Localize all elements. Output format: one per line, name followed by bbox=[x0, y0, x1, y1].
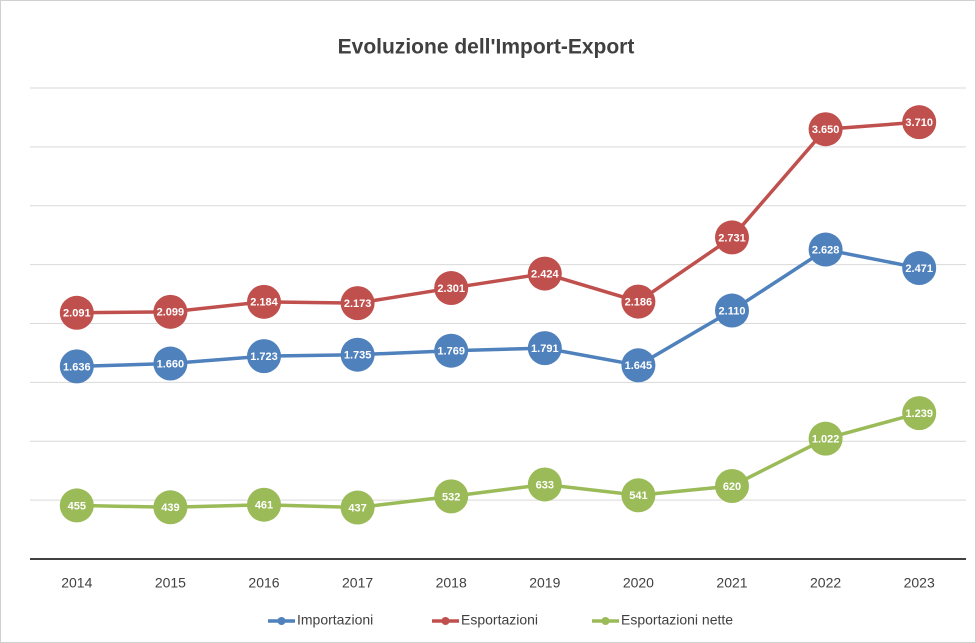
data-label: 1.660 bbox=[157, 358, 185, 370]
data-point bbox=[247, 487, 281, 522]
x-tick-label: 2022 bbox=[810, 575, 841, 591]
data-point bbox=[340, 286, 375, 321]
x-tick-label: 2015 bbox=[155, 575, 186, 591]
data-point bbox=[434, 333, 469, 368]
data-point bbox=[902, 105, 937, 140]
data-label: 1.791 bbox=[531, 343, 559, 355]
data-point bbox=[902, 251, 937, 286]
data-point bbox=[434, 479, 469, 514]
legend-marker bbox=[277, 617, 286, 625]
data-label: 2.471 bbox=[905, 263, 933, 275]
data-point bbox=[59, 349, 94, 384]
data-point bbox=[527, 256, 562, 291]
data-label: 461 bbox=[255, 500, 273, 512]
data-point bbox=[621, 348, 656, 383]
data-label: 620 bbox=[723, 481, 741, 493]
data-label: 2.091 bbox=[63, 308, 91, 320]
data-label: 2.424 bbox=[531, 268, 559, 280]
data-point bbox=[434, 271, 469, 306]
data-label: 2.186 bbox=[625, 297, 653, 309]
data-label: 1.645 bbox=[625, 360, 653, 372]
x-tick-label: 2020 bbox=[623, 575, 654, 591]
data-point bbox=[59, 488, 94, 523]
data-point bbox=[340, 490, 375, 525]
data-label: 455 bbox=[68, 500, 86, 512]
data-label: 439 bbox=[161, 502, 179, 514]
x-tick-label: 2019 bbox=[529, 575, 560, 591]
data-label: 2.173 bbox=[344, 298, 372, 310]
data-point bbox=[902, 396, 937, 431]
data-label: 1.735 bbox=[344, 350, 372, 362]
x-tick-label: 2018 bbox=[436, 575, 467, 591]
series-line bbox=[76, 411, 920, 510]
data-point bbox=[153, 294, 188, 329]
legend-label: Esportazioni nette bbox=[621, 612, 733, 628]
x-tick-label: 2021 bbox=[716, 575, 747, 591]
data-label: 1.239 bbox=[905, 408, 933, 420]
data-label: 2.184 bbox=[250, 297, 278, 309]
chart-title: Evoluzione dell'Import-Export bbox=[338, 36, 635, 59]
x-tick-label: 2023 bbox=[904, 575, 935, 591]
data-point bbox=[715, 468, 749, 503]
data-point bbox=[715, 220, 749, 255]
data-point bbox=[621, 284, 656, 319]
data-label: 2.628 bbox=[812, 244, 840, 256]
data-point bbox=[247, 284, 281, 319]
data-label: 2.301 bbox=[437, 283, 465, 295]
x-tick-label: 2014 bbox=[61, 575, 92, 591]
data-point bbox=[527, 467, 562, 502]
data-label: 3.650 bbox=[812, 124, 840, 136]
data-label: 2.099 bbox=[157, 307, 185, 319]
data-point bbox=[808, 232, 843, 267]
legend-marker bbox=[441, 617, 450, 625]
data-label: 1.636 bbox=[63, 361, 91, 373]
data-label: 1.769 bbox=[437, 346, 465, 358]
series-line bbox=[76, 247, 920, 369]
data-label: 2.110 bbox=[719, 305, 746, 317]
data-point bbox=[153, 490, 188, 525]
data-point bbox=[621, 478, 656, 513]
data-point bbox=[59, 295, 94, 330]
legend-label: Esportazioni bbox=[461, 612, 538, 628]
x-tick-label: 2016 bbox=[248, 575, 279, 591]
data-label: 3.710 bbox=[905, 117, 933, 129]
data-point bbox=[340, 337, 375, 372]
x-tick-label: 2017 bbox=[342, 575, 373, 591]
data-point bbox=[808, 421, 843, 456]
data-point bbox=[808, 112, 843, 147]
data-point bbox=[715, 293, 749, 328]
data-point bbox=[153, 346, 188, 381]
data-label: 437 bbox=[348, 502, 366, 514]
data-label: 633 bbox=[536, 479, 554, 491]
data-label: 1.723 bbox=[250, 351, 278, 363]
data-point bbox=[247, 339, 281, 374]
data-label: 541 bbox=[629, 490, 647, 502]
data-label: 2.731 bbox=[718, 232, 746, 244]
data-label: 532 bbox=[442, 491, 460, 503]
data-label: 1.022 bbox=[812, 434, 840, 446]
data-point bbox=[527, 331, 562, 366]
legend-marker bbox=[601, 617, 610, 625]
legend-label: Importazioni bbox=[297, 612, 373, 628]
series-line bbox=[76, 120, 920, 315]
